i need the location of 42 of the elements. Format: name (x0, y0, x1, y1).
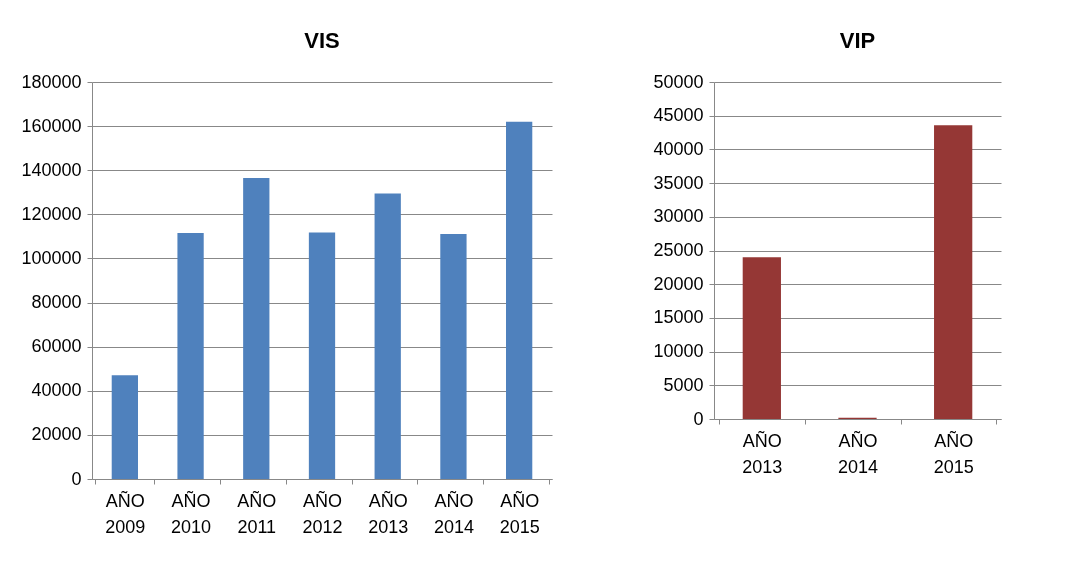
y-tick-label: 15000 (653, 307, 704, 328)
y-tick-label: 0 (693, 408, 704, 429)
bar (374, 193, 401, 479)
bar (243, 177, 270, 479)
bar (308, 232, 336, 479)
chart-title: VIS (304, 28, 340, 53)
y-tick-label: 35000 (653, 172, 704, 193)
y-tick-label: 160000 (21, 115, 82, 136)
x-tick-label: AÑO 2014 (837, 429, 879, 477)
y-tick-label: 140000 (21, 159, 82, 180)
bar (742, 257, 781, 419)
y-tick-label: 45000 (653, 105, 704, 126)
y-tick-label: 40000 (653, 138, 704, 159)
y-tick-label: 60000 (31, 336, 82, 357)
x-tick-label: AÑO 2015 (933, 429, 974, 477)
y-tick-label: 120000 (21, 203, 82, 224)
x-tick-label: AÑO 2012 (302, 489, 343, 537)
x-tick-label: AÑO 2010 (171, 489, 212, 537)
x-tick-label: AÑO 2011 (237, 489, 277, 537)
bar (934, 125, 973, 419)
y-tick-label: 20000 (653, 273, 704, 294)
x-tick-label: AÑO 2014 (433, 489, 474, 537)
y-tick-label: 0 (71, 468, 82, 489)
y-tick-label: 40000 (31, 380, 82, 401)
y-tick-label: 100000 (21, 247, 82, 268)
y-tick-label: 20000 (31, 424, 82, 445)
y-tick-label: 50000 (653, 71, 704, 92)
y-tick-label: 80000 (31, 292, 82, 313)
y-tick-label: 180000 (21, 71, 82, 92)
y-tick-label: 25000 (653, 240, 704, 260)
bar (506, 121, 533, 479)
x-tick-label: AÑO 2013 (368, 489, 409, 537)
y-tick-label: 5000 (663, 374, 704, 395)
chart-title: VIP (839, 28, 876, 53)
y-tick-label: 10000 (653, 341, 704, 362)
bar (111, 375, 138, 479)
bar (440, 233, 467, 479)
x-tick-label: AÑO 2009 (105, 489, 146, 537)
y-tick-label: 30000 (653, 206, 704, 227)
x-tick-label: AÑO 2013 (742, 429, 783, 477)
bar (177, 233, 204, 479)
x-tick-label: AÑO 2015 (499, 489, 540, 537)
